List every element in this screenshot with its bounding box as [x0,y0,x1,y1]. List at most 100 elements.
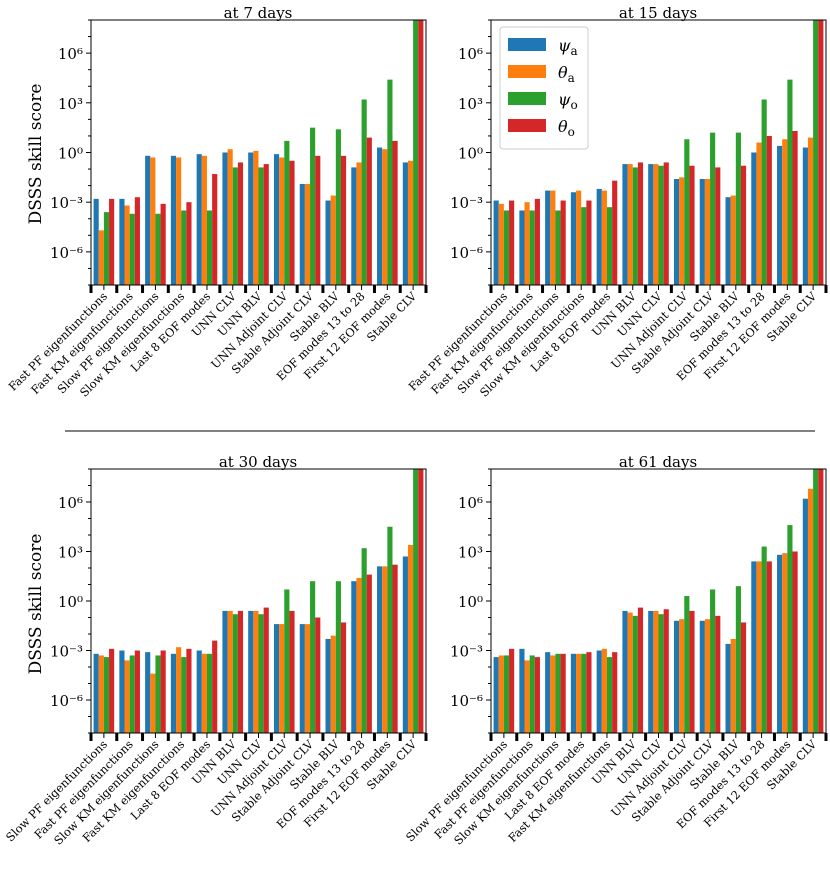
bar-theta_o-9 [740,622,747,733]
bar-psi_o-4 [606,207,613,285]
bar-psi_a-10 [351,581,357,733]
y-tick-label: 10⁰ [458,593,483,611]
bar-theta_a-0 [498,203,504,285]
bar-theta_a-1 [124,660,130,733]
bar-psi_a-11 [377,147,383,285]
bar-theta_a-4 [601,648,607,733]
bar-theta_a-10 [356,577,362,733]
bar-theta_a-2 [550,655,556,733]
bar-psi_o-0 [103,212,110,286]
bar-theta_a-5 [227,149,233,285]
bar-psi_a-1 [519,648,525,733]
bar-theta_o-6 [663,609,669,733]
bar-psi_o-9 [735,132,741,286]
bar-theta_o-3 [586,652,592,733]
bar-psi_o-8 [310,127,316,285]
bar-psi_o-4 [206,653,213,733]
bar-psi_a-5 [222,152,228,285]
bar-theta_a-3 [576,653,582,733]
bar-psi_a-12 [802,147,808,285]
bar-theta_a-2 [150,157,156,285]
bar-theta_o-6 [263,607,269,733]
bar-psi_o-0 [103,657,110,733]
bar-theta_a-12 [807,488,814,733]
bar-theta_a-8 [704,179,711,285]
y-tick-label: 10³ [458,95,483,113]
bar-psi_a-3 [170,155,177,285]
legend-swatch-theta_o [508,119,546,132]
bar-theta_o-11 [792,551,798,733]
bar-theta_o-8 [715,615,721,733]
bar-theta_a-8 [704,619,711,733]
y-tick-label: 10⁻⁶ [450,692,483,710]
bar-psi_a-4 [596,650,602,733]
bar-psi_o-8 [710,132,716,286]
bar-psi_o-7 [684,596,690,733]
bar-psi_a-3 [570,653,577,733]
bar-psi_o-5 [232,167,238,285]
x-tick-label: Slow KM eigenfunctions [51,737,161,847]
y-tick-label: 10⁻⁶ [50,692,83,710]
bar-theta_a-9 [730,195,736,285]
bar-psi_o-9 [335,581,341,733]
y-tick-label: 10⁰ [458,145,483,163]
bar-theta_a-6 [653,610,659,733]
bar-theta_o-1 [534,657,540,733]
bar-psi_a-9 [325,200,331,285]
bar-psi_o-6 [658,614,664,733]
bar-theta_a-8 [304,624,311,733]
bar-psi_a-2 [145,652,151,733]
bar-theta_a-3 [176,647,182,733]
bar-theta_o-11 [392,564,398,733]
bar-psi_a-5 [222,610,228,733]
bar-theta_o-12 [418,20,424,285]
bar-psi_a-9 [725,197,731,285]
x-tick-label: Slow PF eigenfunctions [403,737,510,844]
bar-theta_a-11 [782,139,788,285]
bar-psi_o-11 [387,526,393,733]
bar-theta_o-1 [134,650,140,733]
y-tick-label: 10⁶ [58,45,83,63]
bar-theta_o-8 [315,155,321,285]
bar-psi_o-3 [181,210,187,285]
bar-psi_a-12 [402,556,408,733]
bar-theta_o-11 [392,140,398,285]
y-tick-label: 10⁶ [458,45,483,63]
bar-psi_a-0 [93,653,99,733]
bar-psi_a-0 [93,198,99,286]
bar-psi_o-9 [735,586,741,733]
bar-psi_o-1 [129,213,135,285]
bar-theta_o-2 [560,200,566,285]
bar-psi_a-4 [596,188,602,285]
bar-psi_o-2 [155,213,161,285]
bar-theta_a-10 [356,162,362,285]
y-tick-label: 10³ [458,544,483,562]
bar-theta_o-6 [663,162,669,285]
bar-theta_o-3 [586,200,592,285]
bar-psi_o-5 [632,615,638,733]
bar-theta_a-6 [253,610,259,733]
bar-psi_a-0 [493,657,499,733]
bar-psi_o-3 [581,207,587,285]
bar-psi_a-7 [673,620,680,733]
x-tick-label: Slow PF eigenfunctions [454,289,561,396]
bar-theta_a-1 [524,202,530,285]
bar-psi_o-3 [581,653,587,733]
bar-psi_o-9 [335,129,341,285]
y-tick-label: 10⁻³ [50,194,83,212]
y-tick-label: 10³ [58,95,83,113]
bar-psi_o-4 [206,210,213,285]
bar-theta_a-9 [330,195,336,285]
bar-theta_a-7 [679,177,685,285]
bar-theta_a-6 [653,164,659,285]
y-tick-label: 10⁰ [58,593,83,611]
panel-title-30-days: at 30 days [219,453,297,471]
bar-psi_a-10 [751,152,757,285]
bar-theta_o-1 [134,197,140,285]
y-axis-label-top: DSSS skill score [26,84,46,225]
bar-psi_o-12 [813,20,819,285]
bar-theta_o-5 [637,162,644,285]
y-tick-label: 10⁻³ [50,643,83,661]
bar-psi_o-11 [787,525,793,733]
